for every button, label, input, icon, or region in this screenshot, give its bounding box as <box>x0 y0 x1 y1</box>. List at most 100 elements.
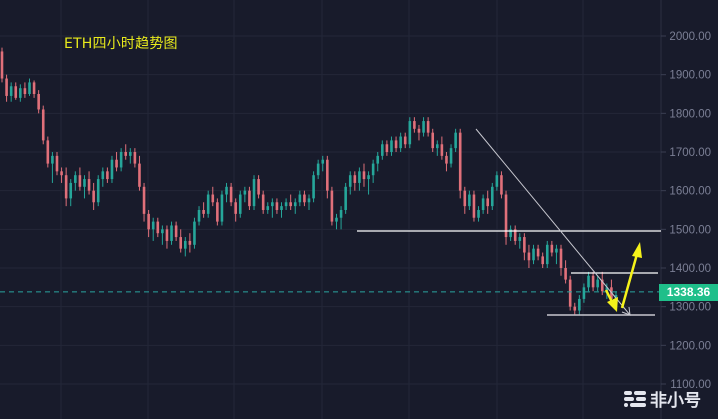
candle-body <box>133 152 137 164</box>
candle-body <box>293 202 297 207</box>
candle-body <box>197 210 201 222</box>
candle-body <box>179 237 183 249</box>
candle-body <box>37 94 40 110</box>
candle-body <box>78 175 82 187</box>
candle-body <box>568 279 572 307</box>
candle-body <box>115 159 118 168</box>
candle-body <box>216 202 219 222</box>
candle-body <box>19 88 22 98</box>
candle-body <box>445 155 448 164</box>
candle-body <box>92 190 95 203</box>
candle-body <box>156 221 160 234</box>
candle-body <box>330 190 334 222</box>
up-arrow-icon <box>620 253 639 309</box>
price-tick-label: 1600.00 <box>669 186 711 198</box>
candle-body <box>344 186 347 210</box>
candle-body <box>138 163 141 187</box>
price-tick-label: 1100.00 <box>670 379 711 391</box>
watermark-text: 非小号 <box>650 391 701 411</box>
candle-body <box>472 194 476 218</box>
candle-body <box>454 132 457 149</box>
candle-body <box>307 198 311 203</box>
candle-body <box>220 194 224 222</box>
candle-body <box>513 229 517 241</box>
candle-body <box>596 279 599 288</box>
candle-body <box>124 152 128 156</box>
candle-body <box>74 175 77 183</box>
candle-body <box>550 244 554 253</box>
candle-body <box>234 202 237 214</box>
candle-body <box>500 175 503 195</box>
candle-body <box>280 206 283 210</box>
price-axis[interactable]: 2000.00 1900.00 1800.00 1700.00 1600.00 1500.… <box>661 31 711 391</box>
candle-body <box>161 229 164 234</box>
price-tick-label: 2000.00 <box>669 31 711 43</box>
candle-body <box>261 194 265 210</box>
candle-body <box>477 210 480 218</box>
candle-body <box>69 182 73 199</box>
candle-body <box>582 287 586 299</box>
candle-body <box>385 144 389 152</box>
candle-body <box>202 210 205 214</box>
candle-body <box>326 159 329 191</box>
candles <box>0 47 618 315</box>
candle-body <box>257 179 260 195</box>
chart-grid <box>0 0 661 419</box>
candle-body <box>564 268 567 280</box>
candle-body <box>28 82 31 94</box>
candle-body <box>353 175 357 183</box>
candle-body <box>381 144 384 156</box>
candle-body <box>60 171 63 176</box>
candle-body <box>266 206 270 210</box>
candle-body <box>431 132 435 149</box>
candle-body <box>422 121 425 133</box>
candle-body <box>600 279 604 292</box>
candle-body <box>119 152 123 168</box>
candle-body <box>110 159 114 180</box>
down-arrowhead-icon <box>607 297 618 312</box>
candle-body <box>211 194 215 203</box>
price-tick-label: 1300.00 <box>669 302 711 314</box>
candle-body <box>591 275 595 288</box>
candle-body <box>371 163 375 176</box>
candle-body <box>532 248 535 261</box>
price-tick-label: 1800.00 <box>669 108 711 120</box>
current-price-label: 1338.36 <box>659 284 718 301</box>
candle-body <box>358 171 361 183</box>
candle-body <box>316 163 320 176</box>
candle-body <box>527 252 531 261</box>
candle-body <box>509 229 512 238</box>
trendline-arrowhead-icon <box>621 306 631 316</box>
candle-body <box>523 237 526 253</box>
price-tick-label: 1700.00 <box>669 147 711 159</box>
candle-body <box>376 155 380 164</box>
candle-body <box>518 237 522 241</box>
candle-body <box>96 179 100 203</box>
candle-body <box>481 198 485 210</box>
candle-body <box>271 202 274 207</box>
candle-body <box>458 132 462 191</box>
candle-body <box>128 152 132 156</box>
candle-body <box>468 194 471 207</box>
candle-body <box>193 221 196 245</box>
candle-body <box>417 128 421 133</box>
candle-body <box>46 140 50 164</box>
candle-body <box>536 248 540 257</box>
candle-body <box>142 186 146 214</box>
candle-body <box>238 194 242 214</box>
candle-body <box>390 140 393 152</box>
candle-body <box>248 190 251 207</box>
descending-trendline <box>475 128 631 316</box>
up-arrowhead-icon <box>632 242 642 258</box>
candle-body <box>206 194 210 214</box>
candle-body <box>151 221 155 230</box>
candle-body <box>486 198 490 207</box>
candle-body <box>587 275 590 288</box>
candle-body <box>559 248 563 268</box>
candle-body <box>435 144 439 149</box>
candle-body <box>225 186 228 195</box>
candle-body <box>188 240 192 245</box>
candle-body <box>183 240 187 249</box>
candle-body <box>303 194 306 203</box>
